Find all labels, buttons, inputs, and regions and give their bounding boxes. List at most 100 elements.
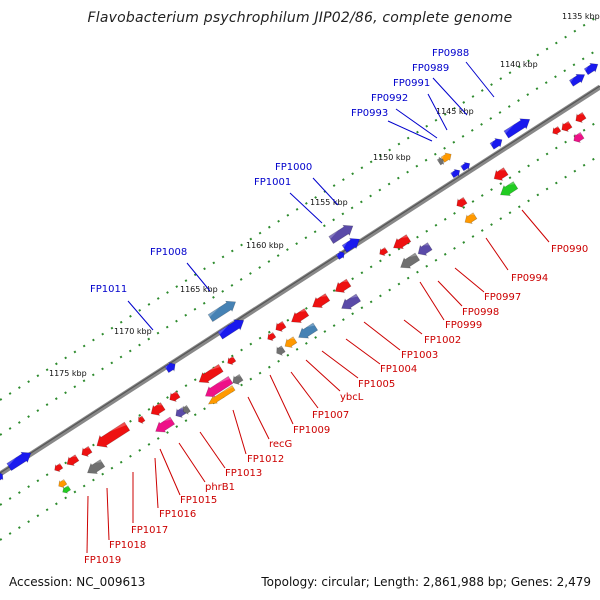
gene-arrow — [58, 479, 68, 489]
label-leader-line — [427, 93, 448, 131]
label-leader-line — [86, 495, 89, 554]
dotted-guide-lines — [0, 14, 600, 541]
gene-arrow — [66, 454, 80, 466]
gene-label-reverse: FP1005 — [358, 379, 395, 390]
gene-label-forward: FP0989 — [412, 63, 449, 74]
gene-arrow — [573, 131, 585, 143]
gene-arrow — [291, 308, 310, 323]
gene-arrow-highlight — [233, 374, 241, 378]
gene-arrow-highlight — [396, 234, 408, 241]
gene-arrow-highlight — [404, 253, 417, 260]
gene-arrow — [155, 416, 176, 433]
gene-arrow — [583, 63, 599, 76]
gene-arrow — [207, 300, 237, 323]
gene-label-forward: FP1001 — [254, 177, 291, 188]
label-leader-line — [154, 457, 159, 509]
gene-label-reverse: FP1013 — [225, 468, 262, 479]
gene-arrow-highlight — [208, 376, 230, 389]
label-leader-line — [465, 61, 495, 98]
label-leaders — [86, 61, 550, 554]
gene-arrow-highlight — [164, 362, 170, 369]
gene-arrow — [81, 445, 93, 457]
gene-arrow-highlight — [286, 336, 295, 341]
gene-label-reverse: FP1016 — [159, 509, 196, 520]
gene-arrow — [450, 168, 461, 179]
label-leader-line — [305, 359, 341, 392]
gene-arrow — [436, 156, 444, 166]
label-leader-line — [321, 350, 359, 379]
gene-arrow — [328, 224, 354, 244]
gene-arrow — [96, 421, 131, 448]
gene-label-reverse: FP0998 — [462, 307, 499, 318]
gene-arrow — [379, 247, 389, 257]
gene-label-reverse: recG — [269, 439, 292, 450]
gene-arrow-highlight — [503, 118, 521, 134]
label-leader-line — [485, 237, 509, 271]
scale-ticks: 1135 kbp 1140 kbp 1145 kbp 1150 kbp 1155 kbp… — [49, 12, 600, 378]
gene-arrow — [169, 390, 181, 402]
inner-dot-line — [0, 119, 600, 506]
scale-tick-label: 1175 kbp — [49, 369, 87, 378]
gene-arrow — [552, 126, 562, 136]
gene-arrow — [460, 161, 471, 172]
label-leader-line — [186, 262, 211, 292]
label-leader-line — [289, 192, 323, 224]
gene-arrow — [298, 322, 319, 339]
gene-arrow-highlight — [268, 332, 274, 335]
gene-arrow-highlight — [584, 63, 591, 71]
gene-label-reverse: FP0994 — [511, 273, 548, 284]
gene-arrow — [54, 463, 64, 473]
gene-arrow — [393, 234, 412, 249]
gene-label-forward: FP0992 — [371, 93, 408, 104]
label-leader-line — [363, 321, 401, 351]
gene-arrow — [312, 293, 331, 308]
gene-label-forward: FP1008 — [150, 247, 187, 258]
gene-label-reverse: FP1007 — [312, 410, 349, 421]
gene-arrow-highlight — [562, 121, 570, 125]
gene-arrow-highlight — [466, 212, 475, 217]
gene-arrow-highlight — [82, 446, 90, 450]
gene-label-reverse: FP1018 — [109, 540, 146, 551]
label-leader-line — [403, 319, 423, 335]
gene-arrow — [561, 120, 573, 132]
gene-arrow — [87, 459, 106, 474]
gene-label-reverse: FP0997 — [484, 292, 521, 303]
accession-text: Accession: NC_009613 — [9, 575, 146, 589]
gene-label-forward: FP1011 — [90, 284, 127, 295]
gene-arrow-highlight — [328, 225, 344, 240]
gene-arrow — [275, 320, 287, 332]
gene-arrow — [164, 362, 176, 374]
gene-arrow — [341, 293, 362, 310]
gene-label-forward: FP0993 — [351, 108, 388, 119]
gene-arrow — [276, 345, 286, 357]
gene-arrow — [227, 356, 237, 366]
gene-label-reverse: FP1009 — [293, 425, 330, 436]
gene-arrow-highlight — [217, 319, 235, 335]
outer-dot-line — [0, 14, 600, 401]
gene-arrow-highlight — [228, 356, 234, 359]
gene-label-reverse: FP1004 — [380, 364, 417, 375]
gene-arrow-highlight — [553, 126, 559, 129]
scale-tick-label: 1165 kbp — [180, 285, 218, 294]
gene-features — [0, 63, 599, 494]
gene-label-forward: FP0991 — [393, 78, 430, 89]
gene-arrow — [138, 415, 146, 425]
gene-label-reverse: phrB1 — [205, 482, 235, 493]
gene-arrow-highlight — [138, 416, 144, 418]
gene-arrow-highlight — [342, 238, 351, 248]
gene-arrow-highlight — [450, 169, 455, 175]
gene-arrow-highlight — [208, 301, 227, 318]
gene-arrow-highlight — [99, 422, 127, 438]
gene-label-reverse: FP1015 — [180, 495, 217, 506]
gene-arrow — [207, 385, 236, 405]
gene-arrow-highlight — [153, 402, 163, 407]
gene-arrow-highlight — [6, 452, 22, 467]
gene-arrow — [267, 332, 277, 342]
gene-arrow — [335, 250, 345, 260]
label-leader-line — [106, 487, 110, 541]
gene-label-reverse: FP1003 — [401, 350, 438, 361]
gene-arrow-highlight — [574, 132, 582, 136]
label-leader-line — [159, 448, 181, 496]
gene-label-reverse: FP0990 — [551, 244, 588, 255]
label-leader-line — [521, 209, 550, 243]
